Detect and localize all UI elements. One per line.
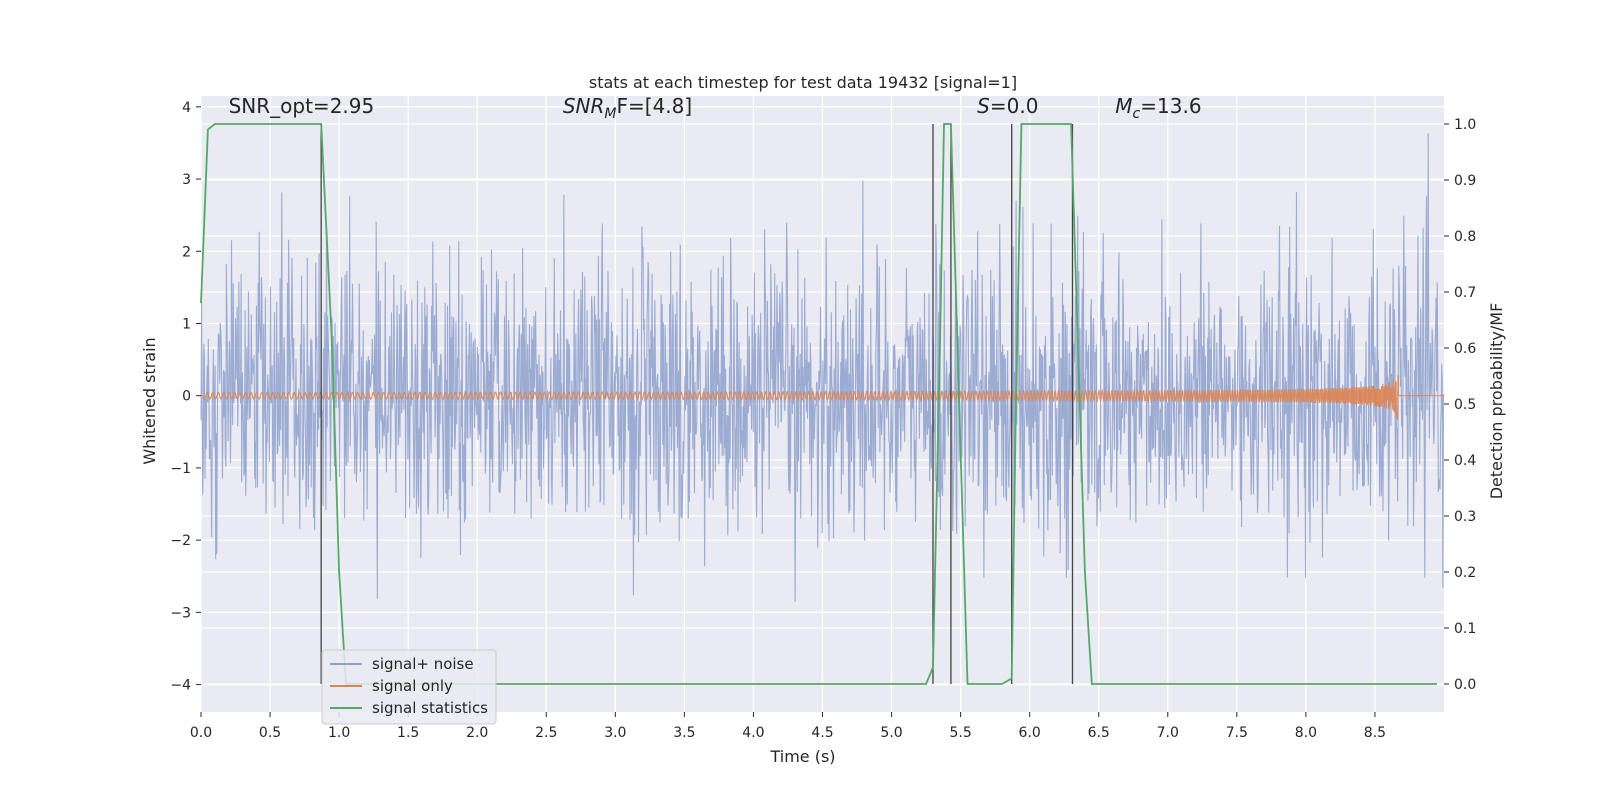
yr-tick-label-8: 0.8 — [1454, 229, 1476, 245]
y-right-axis-label: Detection probability/MF — [1487, 303, 1506, 500]
yl-tick-label-2: −2 — [170, 533, 191, 549]
series-signal-plus-noise — [200, 133, 1445, 602]
yr-tick-label-4: 0.4 — [1454, 453, 1476, 469]
legend: signal+ noise signal only signal statist… — [321, 649, 497, 725]
yr-tick-label-6: 0.6 — [1454, 341, 1476, 357]
legend-label-signal: signal only — [372, 677, 453, 695]
legend-label-noise: signal+ noise — [372, 655, 474, 673]
vertical-markers — [320, 124, 1074, 684]
y-right-axis-ticks: 0.0 0.1 0.2 0.3 0.4 0.5 0.6 0.7 0.8 0.9 1.0 — [1444, 117, 1476, 693]
yl-tick-label-1: −3 — [170, 605, 191, 621]
yl-tick-label-0: −4 — [170, 678, 191, 694]
x-axis-label: Time (s) — [769, 747, 835, 766]
x-tick-label-5: 2.5 — [535, 725, 557, 741]
yl-tick-label-4: 0 — [182, 389, 191, 405]
x-tick-label-7: 3.5 — [673, 725, 695, 741]
yl-tick-label-6: 2 — [182, 244, 191, 260]
yr-tick-label-0: 0.0 — [1454, 677, 1476, 693]
x-tick-label-0: 0.0 — [190, 725, 212, 741]
yl-tick-label-8: 4 — [182, 100, 191, 116]
x-tick-label-12: 6.0 — [1019, 725, 1041, 741]
yr-tick-label-5: 0.5 — [1454, 397, 1476, 413]
x-tick-label-13: 6.5 — [1088, 725, 1110, 741]
annotation-0: SNR_opt=2.95 — [229, 94, 375, 118]
annotation-1: SNRMF=[4.8] — [563, 94, 692, 122]
yr-tick-label-3: 0.3 — [1454, 509, 1476, 525]
annotation-2: S=0.0 — [977, 94, 1038, 118]
annotations: SNR_opt=2.95 SNRMF=[4.8] S=0.0 Mc=13.6 — [229, 94, 1202, 122]
x-tick-label-6: 3.0 — [604, 725, 626, 741]
stats-line — [200, 123, 1438, 685]
legend-label-stats: signal statistics — [372, 699, 488, 717]
annotation-3: Mc=13.6 — [1115, 94, 1201, 122]
x-tick-label-2: 1.0 — [328, 725, 350, 741]
x-tick-label-10: 5.0 — [880, 725, 902, 741]
chart-title: stats at each timestep for test data 194… — [589, 73, 1017, 92]
series-signal-only — [201, 375, 1444, 420]
x-tick-label-8: 4.0 — [742, 725, 764, 741]
chirp-line — [201, 375, 1444, 420]
x-tick-label-11: 5.5 — [949, 725, 971, 741]
series-signal-statistics — [200, 123, 1438, 685]
x-tick-label-1: 0.5 — [259, 725, 281, 741]
y-left-axis-label: Whitened strain — [140, 337, 159, 464]
legend-frame — [321, 649, 497, 725]
x-tick-label-4: 2.0 — [466, 725, 488, 741]
yr-tick-label-1: 0.1 — [1454, 621, 1476, 637]
x-tick-label-3: 1.5 — [397, 725, 419, 741]
x-tick-label-16: 8.0 — [1295, 725, 1317, 741]
noise-line — [200, 133, 1445, 602]
x-tick-label-17: 8.5 — [1364, 725, 1386, 741]
x-axis-ticks: 0.0 0.5 1.0 1.5 2.0 2.5 3.0 3.5 4.0 4.5 5.0 5.5 6.0 6… — [190, 712, 1386, 741]
yr-tick-label-7: 0.7 — [1454, 285, 1476, 301]
yr-tick-label-9: 0.9 — [1454, 173, 1476, 189]
y-left-axis-ticks: −4 −3 −2 −1 0 1 2 3 4 — [170, 100, 201, 694]
yr-tick-label-2: 0.2 — [1454, 565, 1476, 581]
x-tick-label-14: 7.0 — [1157, 725, 1179, 741]
x-tick-label-9: 4.5 — [811, 725, 833, 741]
yr-tick-label-10: 1.0 — [1454, 117, 1476, 133]
x-tick-label-15: 7.5 — [1226, 725, 1248, 741]
yl-tick-label-3: −1 — [170, 461, 191, 477]
yl-tick-label-7: 3 — [182, 172, 191, 188]
yl-tick-label-5: 1 — [182, 316, 191, 332]
